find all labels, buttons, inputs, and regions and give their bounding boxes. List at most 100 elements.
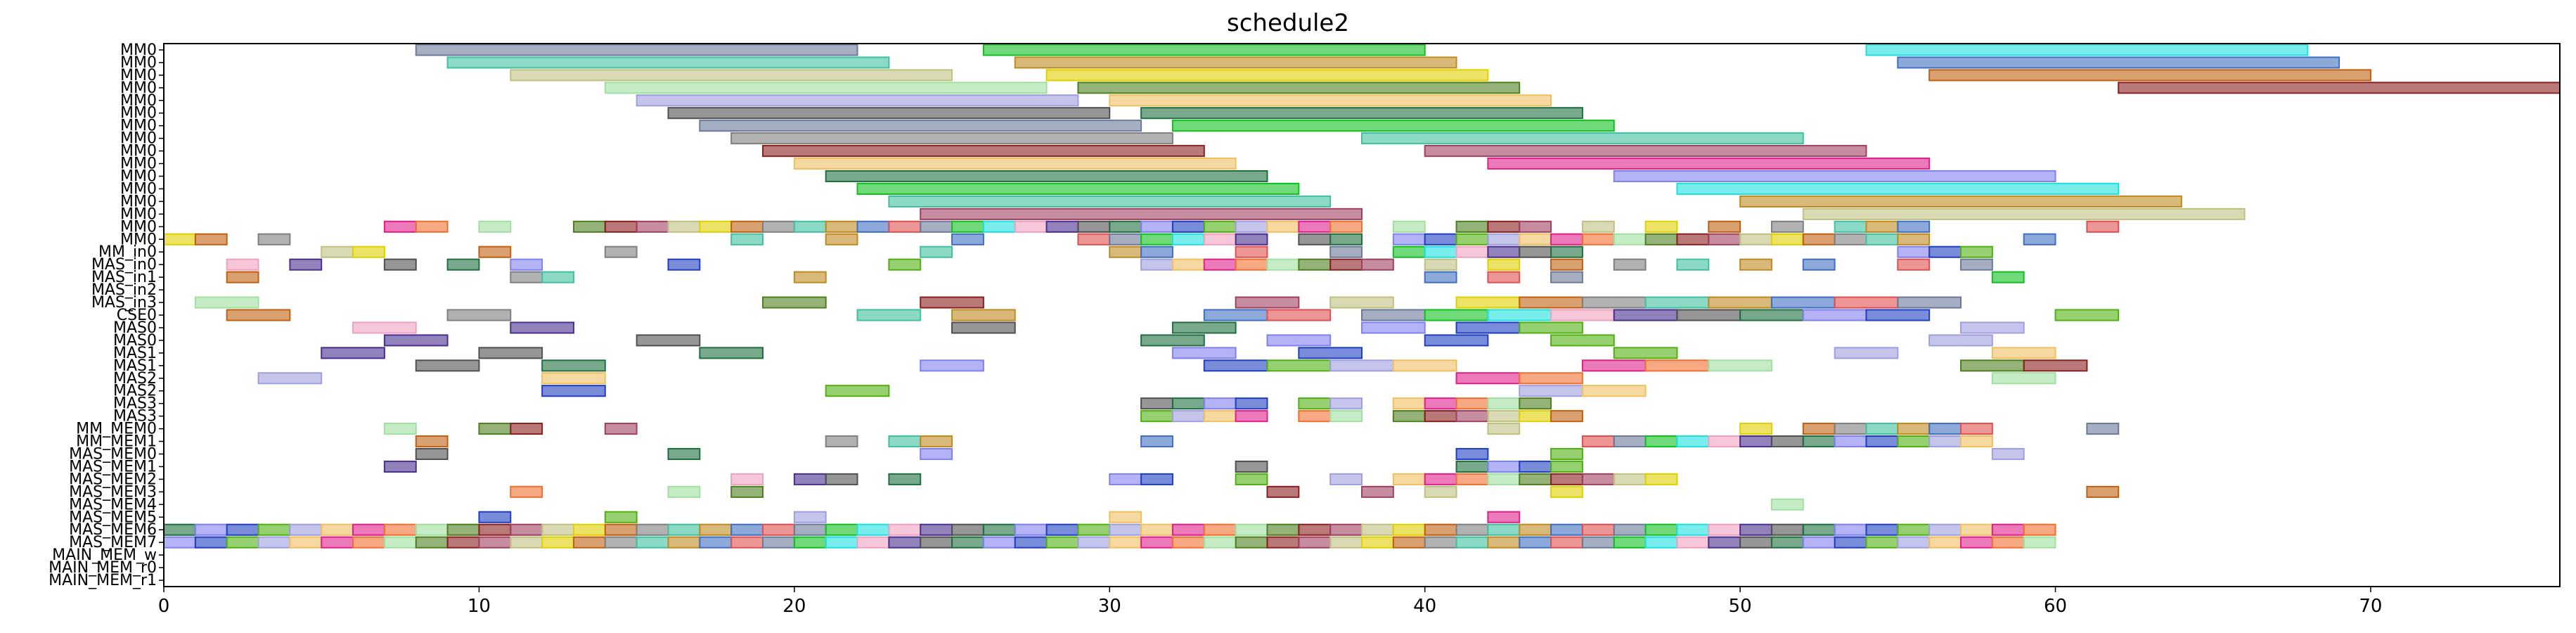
task-bar	[257, 233, 291, 245]
task-bar	[1329, 233, 1363, 245]
task-bar	[825, 523, 858, 536]
task-bar	[446, 523, 480, 536]
task-bar	[1519, 220, 1552, 233]
task-bar	[856, 220, 890, 233]
task-bar	[1991, 523, 2025, 536]
task-bar	[1235, 473, 1268, 485]
task-bar	[1235, 397, 1268, 410]
task-bar	[510, 536, 543, 549]
task-bar	[1329, 536, 1363, 549]
task-bar	[2118, 82, 2561, 94]
task-bar	[1109, 523, 1142, 536]
task-bar	[1676, 258, 1710, 271]
task-bar	[1455, 447, 1489, 461]
task-bar	[510, 69, 953, 82]
task-bar	[1676, 309, 1741, 321]
task-bar	[730, 485, 764, 498]
task-bar	[1960, 536, 1993, 549]
task-bar	[1834, 536, 1867, 549]
y-tick-label: MM0	[120, 79, 157, 97]
task-bar	[415, 44, 858, 56]
task-bar	[478, 423, 512, 435]
y-tick-label: MM0	[120, 180, 157, 198]
task-bar	[1802, 309, 1867, 321]
task-bar	[1424, 334, 1489, 347]
task-bar	[1140, 258, 1173, 271]
task-bar	[1203, 523, 1237, 536]
task-bar	[1014, 220, 1048, 233]
y-tick-label: MM0	[120, 105, 157, 122]
y-tick-label: MAS1	[113, 357, 157, 375]
task-bar	[1487, 410, 1521, 423]
y-tick-label: MAS_MEM0	[69, 445, 157, 463]
task-bar	[825, 435, 858, 448]
task-bar	[1329, 410, 1363, 423]
task-bar	[1802, 536, 1836, 549]
task-bar	[541, 271, 574, 283]
task-bar	[478, 523, 512, 536]
task-bar	[1865, 309, 1931, 321]
task-bar	[1171, 120, 1615, 132]
task-bar	[572, 523, 606, 536]
y-tick-label: MAS_in0	[91, 256, 157, 274]
task-bar	[604, 536, 638, 549]
task-bar	[1171, 347, 1237, 359]
task-bar	[1708, 296, 1772, 309]
task-bar	[1581, 523, 1615, 536]
task-bar	[1203, 233, 1237, 245]
task-bar	[1581, 296, 1647, 309]
task-bar	[951, 233, 984, 245]
y-tick-label: MAS_MEM1	[69, 458, 157, 475]
task-bar	[541, 385, 606, 397]
task-bar	[730, 233, 764, 245]
task-bar	[1991, 347, 2056, 359]
task-bar	[1266, 536, 1300, 549]
task-bar	[699, 347, 764, 359]
task-bar	[636, 523, 669, 536]
task-bar	[194, 233, 228, 245]
task-bar	[1487, 397, 1521, 410]
task-bar	[1298, 397, 1332, 410]
y-tick-label: MAS2	[113, 370, 157, 388]
task-bar	[194, 536, 228, 549]
task-bar	[478, 536, 512, 549]
task-bar	[1361, 132, 1804, 145]
task-bar	[667, 447, 701, 461]
y-tick-label: MAS0	[113, 319, 157, 337]
task-bar	[446, 536, 480, 549]
task-bar	[1455, 397, 1489, 410]
task-bar	[1519, 385, 1583, 397]
task-bar	[604, 82, 1048, 94]
task-bar	[730, 536, 764, 549]
y-tick-label: MM0	[120, 143, 157, 160]
task-bar	[1392, 536, 1426, 549]
task-bar	[1487, 245, 1521, 258]
y-tick-label: MAS0	[113, 332, 157, 350]
task-bar	[1550, 460, 1583, 473]
task-bar	[762, 536, 795, 549]
y-tick-label: MAS_MEM6	[69, 521, 157, 539]
task-bar	[1140, 397, 1173, 410]
task-bar	[1991, 447, 2025, 461]
task-bar	[1235, 245, 1268, 258]
task-bar	[1519, 233, 1552, 245]
y-tick-label: MM_in0	[98, 243, 157, 261]
task-bar	[446, 309, 512, 321]
task-bar	[1266, 220, 1300, 233]
task-bar	[1897, 296, 1962, 309]
task-bar	[2023, 233, 2056, 245]
task-bar	[1802, 207, 2246, 220]
task-bar	[1266, 485, 1300, 498]
task-bar	[194, 296, 259, 309]
task-bar	[1140, 410, 1173, 423]
task-bar	[1487, 523, 1521, 536]
task-bar	[1487, 423, 1521, 435]
task-bar	[1266, 309, 1332, 321]
task-bar	[1991, 536, 2025, 549]
task-bar	[1897, 523, 1931, 536]
task-bar	[1519, 523, 1552, 536]
task-bar	[825, 233, 858, 245]
task-bar	[1424, 258, 1457, 271]
task-bar	[888, 536, 922, 549]
y-tick-label: MAIN_MEM_r1	[49, 572, 157, 589]
